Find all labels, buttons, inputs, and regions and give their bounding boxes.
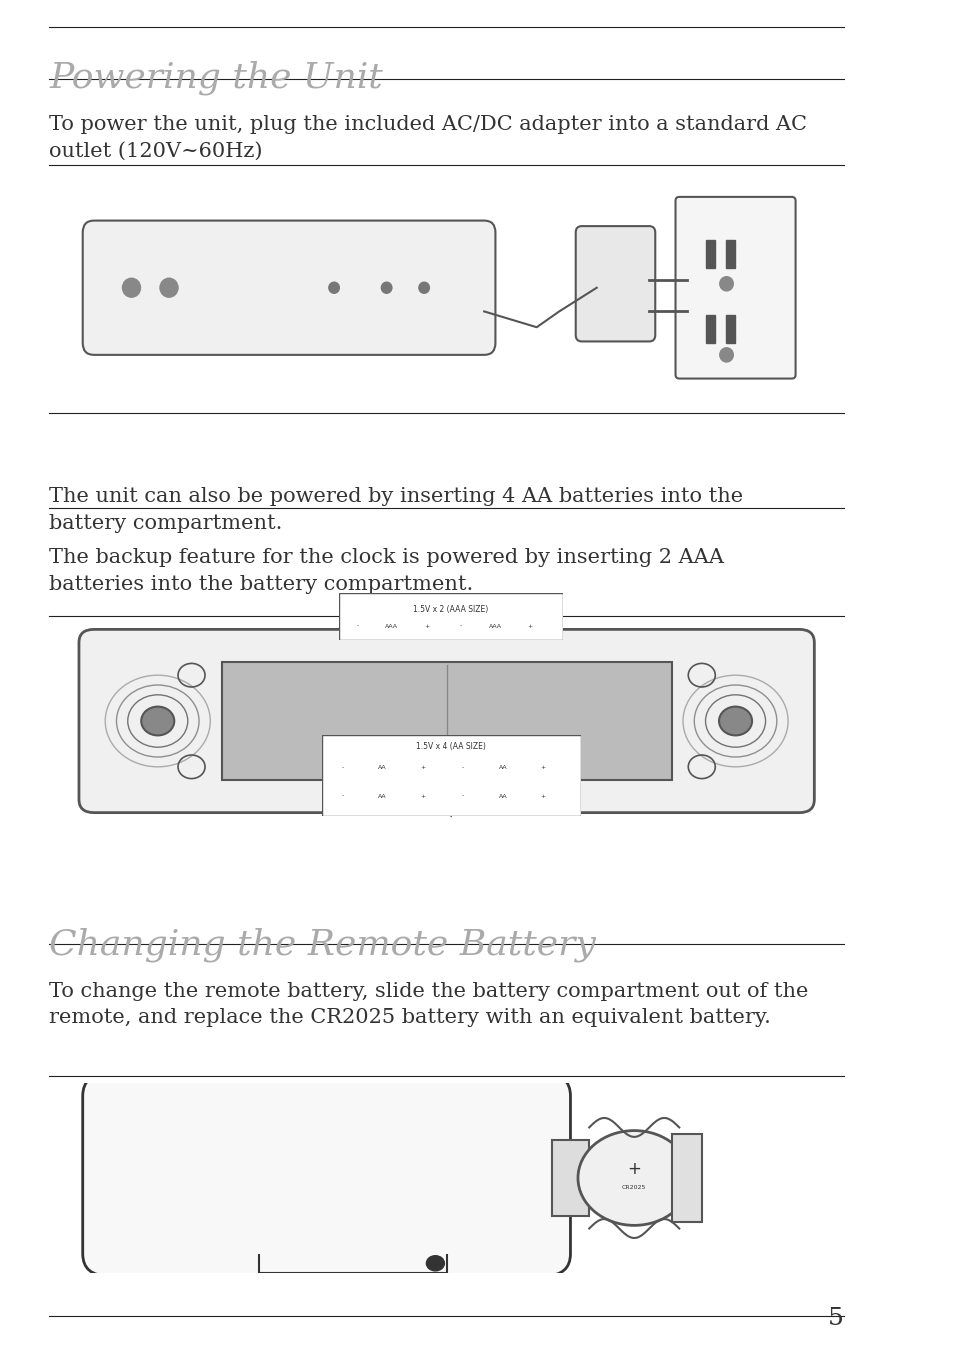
- Text: The unit can also be powered by inserting 4 AA batteries into the
battery compar: The unit can also be powered by insertin…: [50, 487, 742, 533]
- Text: Powering the Unit: Powering the Unit: [50, 61, 382, 95]
- Text: To change the remote battery, slide the battery compartment out of the
remote, a: To change the remote battery, slide the …: [50, 982, 807, 1028]
- Text: 5: 5: [827, 1307, 843, 1330]
- Text: The backup feature for the clock is powered by inserting 2 AAA
batteries into th: The backup feature for the clock is powe…: [50, 548, 723, 594]
- Text: To power the unit, plug the included AC/DC adapter into a standard AC
outlet (12: To power the unit, plug the included AC/…: [50, 115, 806, 161]
- Text: Changing the Remote Battery: Changing the Remote Battery: [50, 927, 596, 961]
